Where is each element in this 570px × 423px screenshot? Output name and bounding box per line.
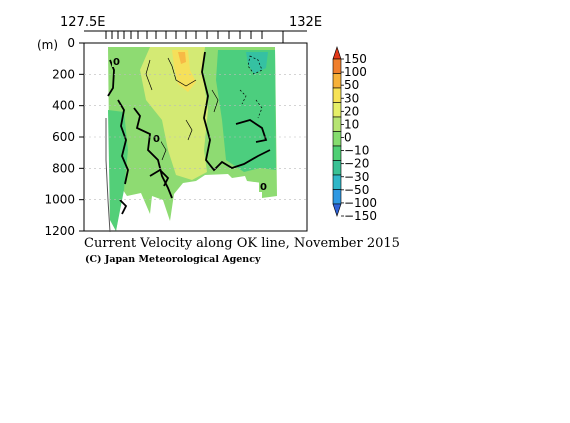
- contour-labels: 0 0 0: [112, 56, 268, 193]
- bathymetry-line: [105, 118, 111, 233]
- y-tick-label-400: 400: [52, 99, 75, 113]
- field-positive-core-2: [178, 52, 186, 64]
- colorbar-segment-7: [332, 131, 342, 147]
- contour-zero-east: [201, 51, 271, 172]
- contour-label-bg-1: [112, 56, 121, 67]
- colorbar-label-9: −20: [344, 157, 369, 171]
- y-axis-unit-label: (m): [37, 38, 58, 52]
- station-ticks: [105, 31, 284, 43]
- depth-gridlines: [84, 74, 307, 200]
- contour-negative: [239, 55, 263, 119]
- x-tick-label-127-5e: 127.5E: [60, 15, 105, 30]
- colorbar-segment-6: [332, 116, 342, 132]
- colorbar-segment-8: [332, 145, 342, 161]
- colorbar-segment-2: [332, 58, 342, 74]
- colorbar-label-6: 10: [344, 117, 359, 131]
- y-tick-label-800: 800: [52, 161, 75, 175]
- colorbar-segment-4: [332, 87, 342, 103]
- colorbar-label-10: −30: [344, 170, 369, 184]
- colorbar-segment-1: [332, 46, 342, 60]
- contour-label-1: 0: [113, 57, 120, 68]
- y-tick-label-1000: 1000: [44, 193, 75, 207]
- velocity-field: [107, 47, 277, 231]
- colorbar-label-11: −50: [344, 183, 369, 197]
- colorbar-segment-12: [332, 203, 342, 217]
- colorbar-segment-5: [332, 102, 342, 118]
- contour-zero-deep: [119, 168, 170, 215]
- colorbar-segment-10: [332, 174, 342, 190]
- colorbar-label-13: −150: [344, 209, 377, 223]
- colorbar-segment-11: [332, 189, 342, 205]
- y-tick-label-200: 200: [52, 67, 75, 81]
- contour-label-3: 0: [260, 182, 267, 193]
- y-tick-label-0: 0: [67, 36, 75, 50]
- contour-ten: [145, 57, 219, 161]
- colorbar-segment-9: [332, 160, 342, 176]
- contour-label-2: 0: [153, 134, 160, 145]
- chart-credit: (C) Japan Meteorological Agency: [85, 254, 261, 265]
- colorbar-label-5: 20: [344, 104, 359, 118]
- colorbar-label-8: −10: [344, 144, 369, 158]
- contour-label-bg-3: [259, 181, 268, 192]
- colorbar-label-4: 30: [344, 91, 359, 105]
- colorbar-label-12: −100: [344, 196, 377, 210]
- colorbar-label-3: 50: [344, 78, 359, 92]
- colorbar-label-1: 150: [344, 52, 367, 66]
- y-axis: 0 200 400 600 800 1000 1200: [44, 36, 84, 238]
- field-negative-east-core: [246, 52, 268, 74]
- x-tick-label-132e: 132E: [289, 15, 322, 30]
- colorbar-segment-3: [332, 73, 342, 89]
- colorbar-label-2: 100: [344, 65, 367, 79]
- chart-title: Current Velocity along OK line, November…: [84, 236, 400, 251]
- y-tick-label-600: 600: [52, 130, 75, 144]
- field-negative-west: [108, 110, 128, 231]
- contour-label-bg-2: [152, 133, 161, 144]
- y-tick-label-1200: 1200: [44, 224, 75, 238]
- colorbar-label-7: 0: [344, 131, 352, 145]
